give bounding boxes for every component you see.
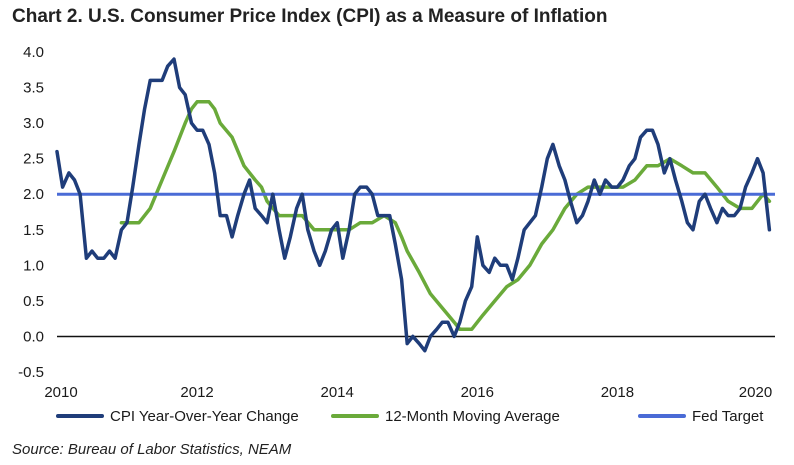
legend-label: CPI Year-Over-Year Change [110,408,299,425]
y-tick-label: 1.5 [23,222,44,239]
x-tick-label: 2012 [180,384,213,401]
legend-label: 12-Month Moving Average [385,408,560,425]
y-tick-label: 2.0 [23,186,44,203]
x-tick-label: 2016 [461,384,494,401]
y-axis-ticks: 4.0 3.5 3.0 2.5 2.0 1.5 1.0 0.5 0.0 -0.5 [18,44,44,381]
x-tick-label: 2014 [321,384,354,401]
legend: CPI Year-Over-Year Change 12-Month Moving… [56,408,764,425]
y-tick-label: 1.0 [23,257,44,274]
x-tick-label: 2018 [601,384,634,401]
legend-label: Fed Target [692,408,764,425]
y-tick-label: 0.0 [23,328,44,345]
series-line-12-month-moving-average [119,100,772,332]
y-tick-label: 2.5 [23,151,44,168]
y-tick-label: 3.5 [23,80,44,97]
source-note: Source: Bureau of Labor Statistics, NEAM [12,441,292,458]
chart-title: Chart 2. U.S. Consumer Price Index (CPI)… [12,6,608,27]
series-line-cpi-year-over-year-change [55,57,772,353]
y-tick-label: 0.5 [23,293,44,310]
x-tick-label: 2010 [44,384,77,401]
y-tick-label: 3.0 [23,115,44,132]
x-axis-ticks: 2010 2012 2014 2016 2018 2020 [44,384,772,401]
y-tick-label: 4.0 [23,44,44,61]
y-tick-label: -0.5 [18,364,44,381]
x-tick-label: 2020 [739,384,772,401]
